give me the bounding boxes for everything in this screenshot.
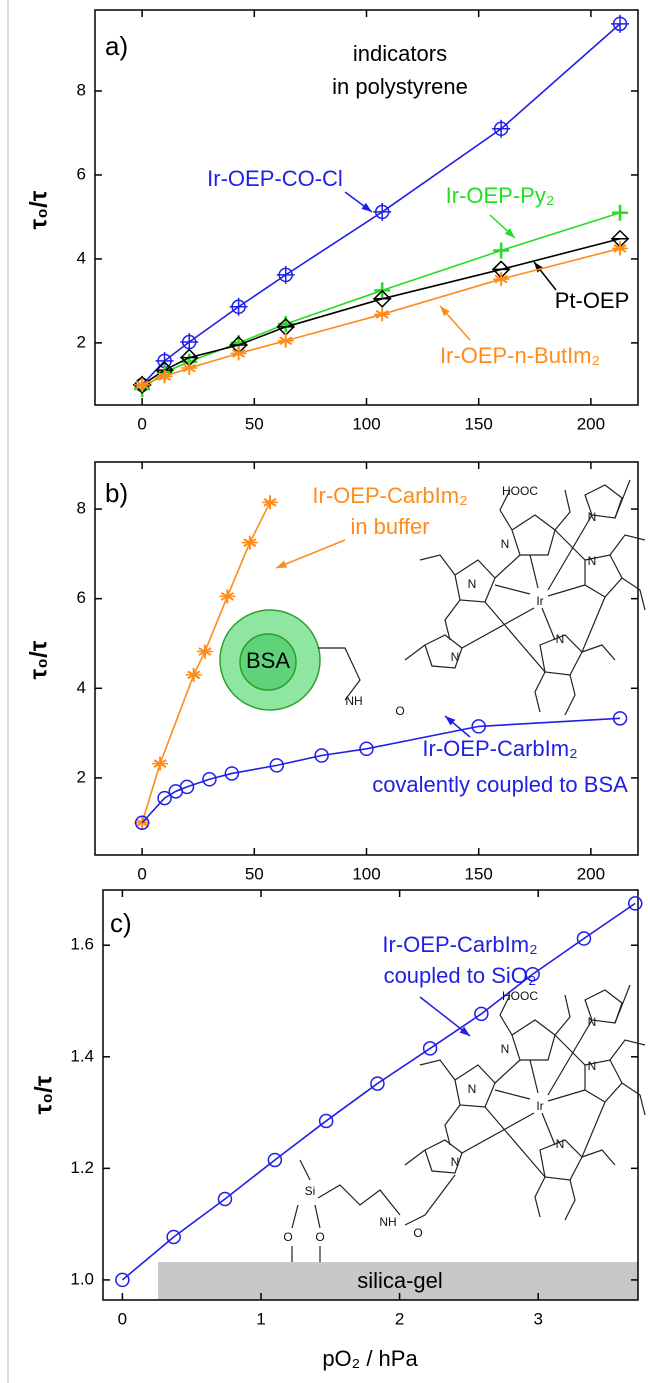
series-label: Pt-OEP: [555, 288, 630, 313]
series-line: [142, 718, 620, 822]
data-point: [242, 536, 258, 550]
data-point: [152, 757, 168, 771]
y-tick-label: 8: [77, 80, 86, 99]
annotation: covalently coupled to BSA: [372, 772, 628, 797]
y-tick-label: 2: [77, 332, 86, 351]
structure-label: Ir: [536, 594, 543, 608]
series-label: Ir-OEP-CarbIm₂: [312, 483, 467, 508]
data-point: [180, 333, 198, 351]
structure-label: N: [501, 1042, 510, 1056]
panel-label: b): [105, 478, 128, 508]
structure-label: N: [588, 554, 597, 568]
series-label: Ir-OEP-CO-Cl: [207, 166, 343, 191]
structure-label: N: [468, 1082, 477, 1096]
data-point: [612, 241, 628, 255]
linker: [292, 1160, 455, 1262]
arrow-head: [361, 203, 372, 212]
structure-label: HOOC: [502, 484, 538, 498]
data-point: [231, 346, 247, 360]
annotation: silica-gel: [357, 1268, 443, 1293]
x-tick-label: 150: [465, 414, 493, 433]
structure-label: HOOC: [502, 989, 538, 1003]
structure-label: O: [283, 1230, 292, 1244]
y-tick-label: 4: [77, 678, 86, 697]
panel-label: a): [105, 31, 128, 61]
x-tick-label: 0: [137, 414, 146, 433]
structure-label: N: [501, 537, 510, 551]
structure-label: Si: [305, 1184, 316, 1198]
data-point: [278, 334, 294, 348]
series-label: Ir-OEP-CarbIm₂: [382, 932, 537, 957]
x-tick-label: 100: [352, 414, 380, 433]
series-label: Ir-OEP-Py₂: [446, 183, 555, 208]
y-tick-label: 1.6: [70, 935, 94, 954]
structure-label: N: [468, 577, 477, 591]
y-axis-label: τ₀/τ: [25, 640, 52, 679]
structure-label: N: [556, 632, 565, 646]
arrow-head: [276, 561, 287, 568]
structure-label: NH: [379, 1215, 396, 1229]
x-tick-label: 50: [245, 414, 264, 433]
plot-frame: [103, 890, 638, 1300]
y-tick-label: 1.2: [70, 1158, 94, 1177]
y-tick-label: 1.4: [70, 1046, 94, 1065]
panel-label: c): [110, 908, 132, 938]
structure-label: O: [315, 1230, 324, 1244]
x-tick-label: 1: [256, 1309, 265, 1328]
x-tick-label: 50: [245, 864, 264, 883]
data-point: [186, 668, 202, 682]
figure: 0501001502002468a)τ₀/τIr-OEP-CO-ClIr-OEP…: [0, 0, 648, 1383]
structure-label: N: [588, 1015, 597, 1029]
x-tick-label: 3: [533, 1309, 542, 1328]
x-axis-label: pO₂ / hPa: [322, 1346, 418, 1371]
structure-label: O: [413, 1226, 422, 1240]
x-tick-label: 200: [577, 414, 605, 433]
structure-label: N: [588, 510, 597, 524]
y-tick-label: 4: [77, 248, 86, 267]
data-point: [277, 266, 295, 284]
series-label: Ir-OEP-CarbIm₂: [422, 736, 577, 761]
x-tick-label: 150: [465, 864, 493, 883]
data-point: [612, 205, 628, 221]
x-tick-label: 0: [118, 1309, 127, 1328]
data-point: [493, 272, 509, 286]
annotation: in polystyrene: [332, 74, 468, 99]
data-point: [373, 203, 391, 221]
data-point: [374, 307, 390, 321]
molecule-structure: [405, 985, 645, 1220]
data-point: [197, 645, 213, 659]
x-tick-label: 200: [577, 864, 605, 883]
data-point: [219, 589, 235, 603]
y-axis-label: τ₀/τ: [25, 190, 52, 229]
data-point: [181, 361, 197, 375]
annotation: indicators: [353, 41, 447, 66]
structure-label: NH: [345, 694, 362, 708]
data-point: [230, 298, 248, 316]
structure-label: N: [451, 650, 460, 664]
structure-label: N: [556, 1137, 565, 1151]
structure-label: O: [395, 704, 404, 718]
structure-label: N: [588, 1059, 597, 1073]
annotation: in buffer: [350, 514, 429, 539]
y-tick-label: 6: [77, 588, 86, 607]
annotation: BSA: [246, 648, 290, 673]
y-axis-label: τ₀/τ: [30, 1075, 57, 1114]
structure-label: Ir: [536, 1099, 543, 1113]
x-tick-label: 0: [137, 864, 146, 883]
bsa-tail: [318, 648, 360, 700]
molecule-structure: [405, 480, 645, 715]
y-tick-label: 1.0: [70, 1269, 94, 1288]
y-tick-label: 6: [77, 164, 86, 183]
x-tick-label: 100: [352, 864, 380, 883]
data-point: [493, 243, 509, 259]
series-label: Ir-OEP-n-ButIm₂: [440, 343, 600, 368]
structure-label: N: [451, 1155, 460, 1169]
y-tick-label: 2: [77, 767, 86, 786]
data-point: [262, 495, 278, 509]
y-tick-label: 8: [77, 499, 86, 518]
x-tick-label: 2: [395, 1309, 404, 1328]
arrow-shaft: [276, 540, 345, 568]
annotation: coupled to SiO₂: [384, 963, 537, 988]
